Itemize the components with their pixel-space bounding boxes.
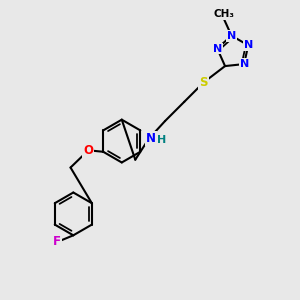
Text: O: O [83,144,93,157]
Text: CH₃: CH₃ [214,9,235,19]
Text: F: F [53,235,61,248]
Text: S: S [200,76,208,89]
Text: N: N [239,59,249,69]
Text: N: N [146,132,156,146]
Text: N: N [227,31,236,41]
Text: N: N [244,40,253,50]
Text: H: H [158,135,167,146]
Text: N: N [213,44,222,53]
